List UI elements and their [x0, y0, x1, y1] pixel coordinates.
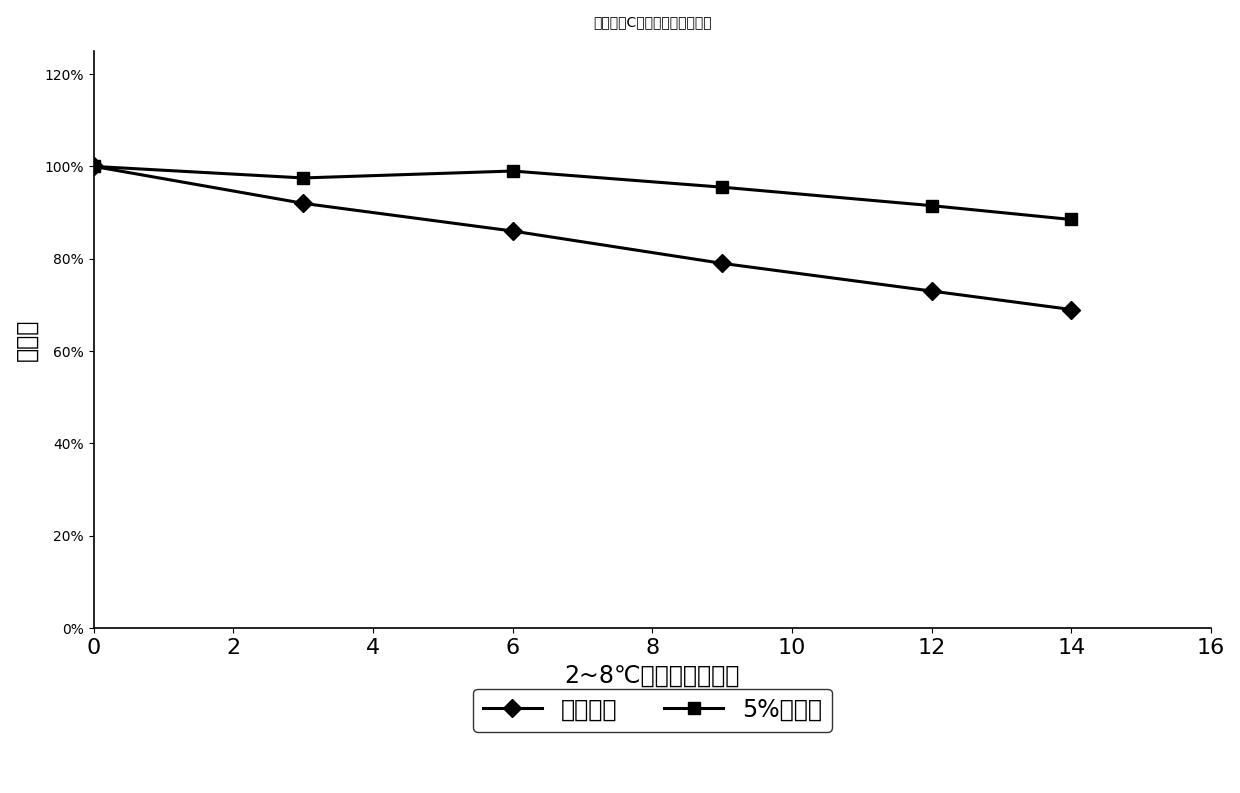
5%海藻糖: [296, 173, 311, 182]
X-axis label: 2~8℃存放时间（月）: 2~8℃存放时间（月）: [564, 663, 740, 688]
Line: 无海藻糖: 无海藻糖: [88, 160, 1078, 316]
5%海藻糖: [505, 167, 520, 176]
5%海藻糖: [714, 182, 729, 192]
无海藻糖: [505, 226, 520, 236]
5%海藻糖: [1064, 215, 1079, 224]
无海藻糖: [924, 286, 939, 296]
5%海藻糖: [87, 162, 102, 171]
5%海藻糖: [924, 201, 939, 210]
Legend: 无海藻糖, 5%海藻糖: 无海藻糖, 5%海藻糖: [474, 689, 832, 732]
Title: 海藻糖对C肽酶试剂稳定性影响: 海藻糖对C肽酶试剂稳定性影响: [593, 15, 712, 29]
无海藻糖: [1064, 305, 1079, 314]
无海藻糖: [87, 162, 102, 171]
无海藻糖: [714, 259, 729, 268]
Line: 5%海藻糖: 5%海藻糖: [88, 160, 1078, 226]
Y-axis label: 酶活性: 酶活性: [15, 318, 38, 361]
无海藻糖: [296, 198, 311, 208]
